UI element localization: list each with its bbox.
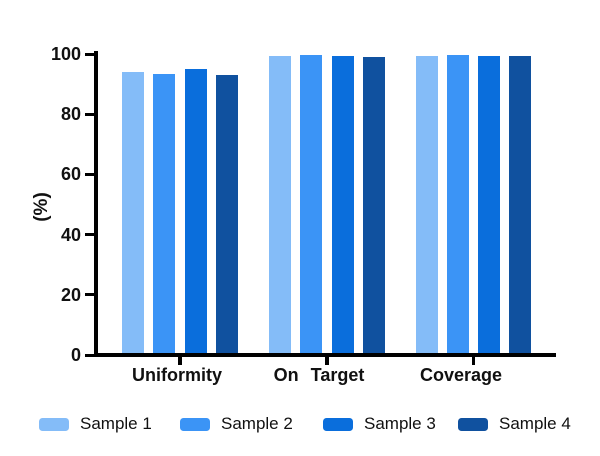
bar [122,72,145,355]
y-axis-line [94,51,98,357]
y-tick-label: 0 [70,345,81,365]
x-axis-line [94,353,556,357]
bar [362,57,385,355]
bar [446,54,469,355]
bar [331,56,354,355]
legend-swatch [323,418,353,431]
y-tick-label: 80 [60,104,81,125]
legend-item: Sample 2 [180,412,330,438]
legend-swatch [39,418,69,431]
x-category-label: Coverage [419,365,503,385]
x-tick-mark [471,357,476,365]
x-category-label: On Target [273,365,365,385]
y-tick-mark [85,112,94,116]
y-tick-mark [85,293,94,297]
bar [215,75,238,355]
legend-label: Sample 3 [364,414,436,433]
legend-label: Sample 1 [80,414,152,433]
x-tick-mark [325,357,329,365]
legend-label: Sample 2 [221,414,293,433]
bar [269,55,292,355]
bar [153,73,176,355]
y-tick-label: 20 [60,284,81,305]
y-tick-mark [85,172,94,176]
y-axis-title: (%) [31,192,52,222]
legend-item: Sample 1 [39,412,189,438]
y-tick-mark [85,233,94,237]
y-tick-mark [85,353,94,357]
x-tick-mark [178,357,182,365]
legend-swatch [458,418,488,431]
bar [415,55,438,355]
bar [184,69,207,355]
y-tick-label: 60 [60,164,81,185]
y-tick-label: 40 [60,224,81,245]
bar [509,55,532,355]
legend-item: Sample 4 [458,412,600,438]
legend-swatch [180,418,210,431]
legend-item: Sample 3 [323,412,473,438]
y-tick-mark [85,52,94,56]
x-category-label: Uniformity [132,365,222,385]
bar [478,55,501,355]
y-tick-label: 100 [50,44,81,64]
legend-label: Sample 4 [499,414,571,433]
bar [300,54,323,355]
